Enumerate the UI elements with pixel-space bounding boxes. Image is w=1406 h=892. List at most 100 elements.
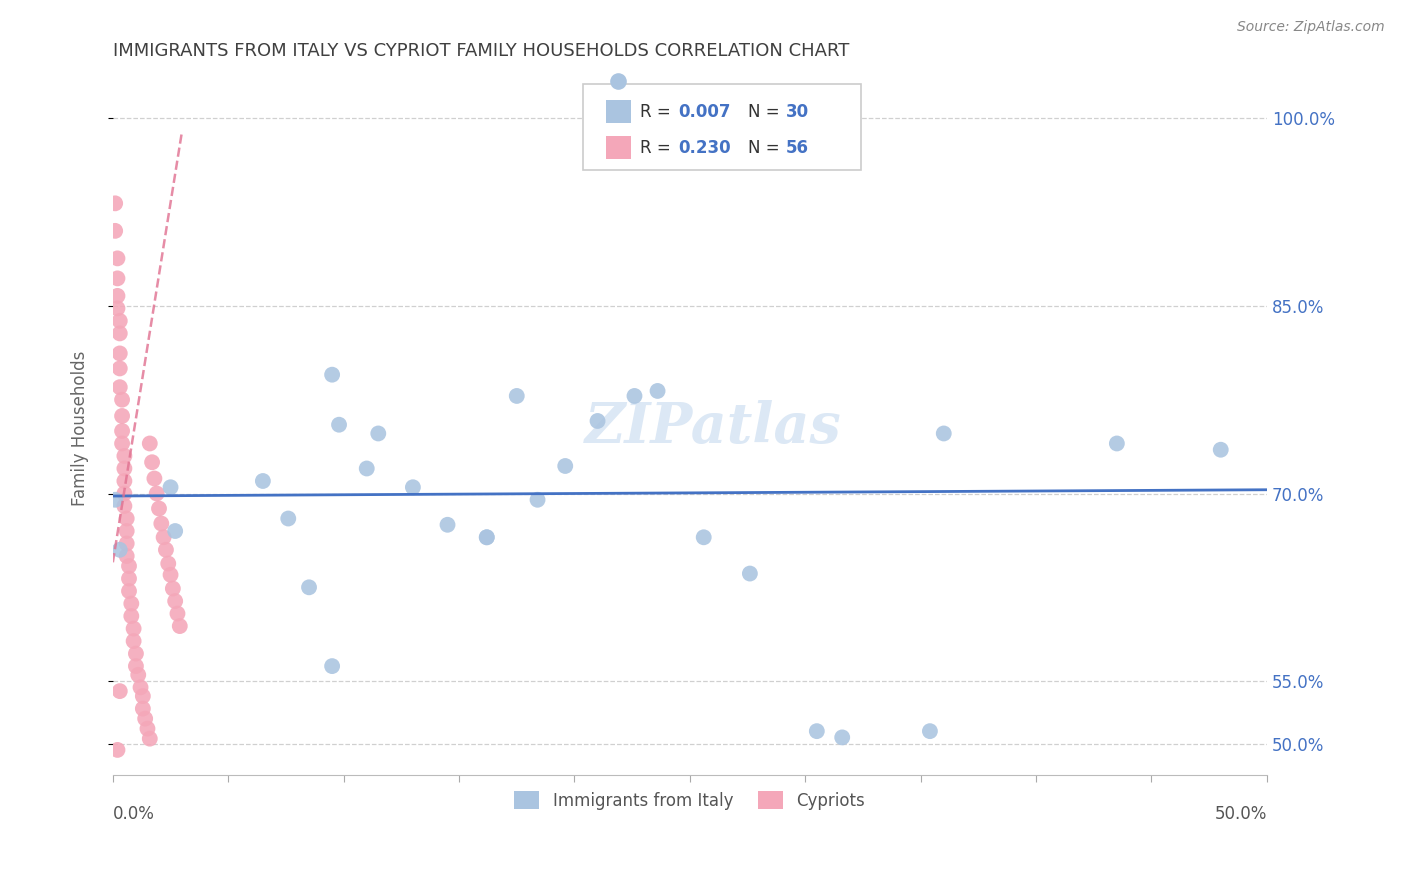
Point <box>152 530 174 544</box>
Point <box>132 701 155 715</box>
Point <box>112 461 135 475</box>
Point <box>136 722 159 736</box>
Point <box>104 492 127 507</box>
Text: 56: 56 <box>786 138 808 157</box>
Point <box>112 449 135 463</box>
Point <box>1209 442 1232 457</box>
Point <box>115 536 138 550</box>
Text: IMMIGRANTS FROM ITALY VS CYPRIOT FAMILY HOUSEHOLDS CORRELATION CHART: IMMIGRANTS FROM ITALY VS CYPRIOT FAMILY … <box>112 42 849 60</box>
Point <box>526 492 548 507</box>
Text: ZIPatlas: ZIPatlas <box>585 401 841 455</box>
Point <box>107 301 129 316</box>
FancyBboxPatch shape <box>606 101 631 123</box>
Point <box>506 389 529 403</box>
Point <box>107 252 129 266</box>
Point <box>115 549 138 563</box>
Point <box>127 668 149 682</box>
Point <box>122 622 145 636</box>
Point <box>166 607 188 621</box>
Point <box>104 196 127 211</box>
Point <box>157 557 180 571</box>
Point <box>112 486 135 500</box>
Point <box>150 516 173 531</box>
Point <box>321 659 343 673</box>
Text: R =: R = <box>640 103 676 120</box>
Point <box>165 524 187 538</box>
Point <box>436 517 458 532</box>
Point <box>277 511 299 525</box>
Point <box>932 426 955 441</box>
Point <box>129 681 152 695</box>
Point <box>108 684 131 698</box>
Point <box>155 542 177 557</box>
Legend: Immigrants from Italy, Cypriots: Immigrants from Italy, Cypriots <box>508 785 872 816</box>
Point <box>328 417 350 432</box>
Point <box>125 647 148 661</box>
Point <box>367 426 389 441</box>
Point <box>475 530 498 544</box>
Point <box>252 474 274 488</box>
Point <box>107 743 129 757</box>
Point <box>623 389 645 403</box>
FancyBboxPatch shape <box>582 84 860 169</box>
Text: Source: ZipAtlas.com: Source: ZipAtlas.com <box>1237 20 1385 34</box>
Point <box>108 314 131 328</box>
Text: 0.007: 0.007 <box>678 103 731 120</box>
Point <box>122 634 145 648</box>
Point <box>118 584 141 599</box>
Text: 0.230: 0.230 <box>678 138 731 157</box>
Point <box>586 414 609 428</box>
Point <box>125 659 148 673</box>
Point <box>145 486 167 500</box>
Point <box>111 436 134 450</box>
Point <box>118 572 141 586</box>
Point <box>693 530 716 544</box>
Point <box>738 566 761 581</box>
Y-axis label: Family Households: Family Households <box>72 351 89 506</box>
Point <box>120 609 142 624</box>
Point <box>165 594 187 608</box>
Point <box>159 480 181 494</box>
Point <box>107 271 129 285</box>
Point <box>806 724 828 739</box>
Point <box>148 501 170 516</box>
Text: 0.0%: 0.0% <box>112 805 155 823</box>
Point <box>402 480 425 494</box>
Point <box>143 471 166 485</box>
Point <box>139 436 162 450</box>
Point <box>134 712 156 726</box>
Text: N =: N = <box>748 138 785 157</box>
Point <box>356 461 378 475</box>
Point <box>918 724 941 739</box>
Text: 30: 30 <box>786 103 808 120</box>
Point <box>115 524 138 538</box>
Point <box>298 580 321 594</box>
Point <box>111 424 134 438</box>
Point <box>115 511 138 525</box>
Text: 50.0%: 50.0% <box>1215 805 1267 823</box>
Point <box>111 392 134 407</box>
Point <box>141 455 163 469</box>
Point <box>159 567 181 582</box>
Point <box>132 689 155 703</box>
Point <box>831 731 853 745</box>
FancyBboxPatch shape <box>606 136 631 159</box>
Point <box>111 409 134 423</box>
Point <box>108 346 131 360</box>
Point <box>647 384 669 398</box>
Point <box>475 530 498 544</box>
Point <box>162 582 184 596</box>
Point <box>112 499 135 513</box>
Point <box>118 559 141 574</box>
Text: R =: R = <box>640 138 676 157</box>
Point <box>1105 436 1128 450</box>
Point <box>112 474 135 488</box>
Point <box>107 289 129 303</box>
Point <box>108 380 131 394</box>
Point <box>108 542 131 557</box>
Point <box>120 597 142 611</box>
Point <box>139 731 162 746</box>
Point <box>104 224 127 238</box>
Text: N =: N = <box>748 103 785 120</box>
Point <box>321 368 343 382</box>
